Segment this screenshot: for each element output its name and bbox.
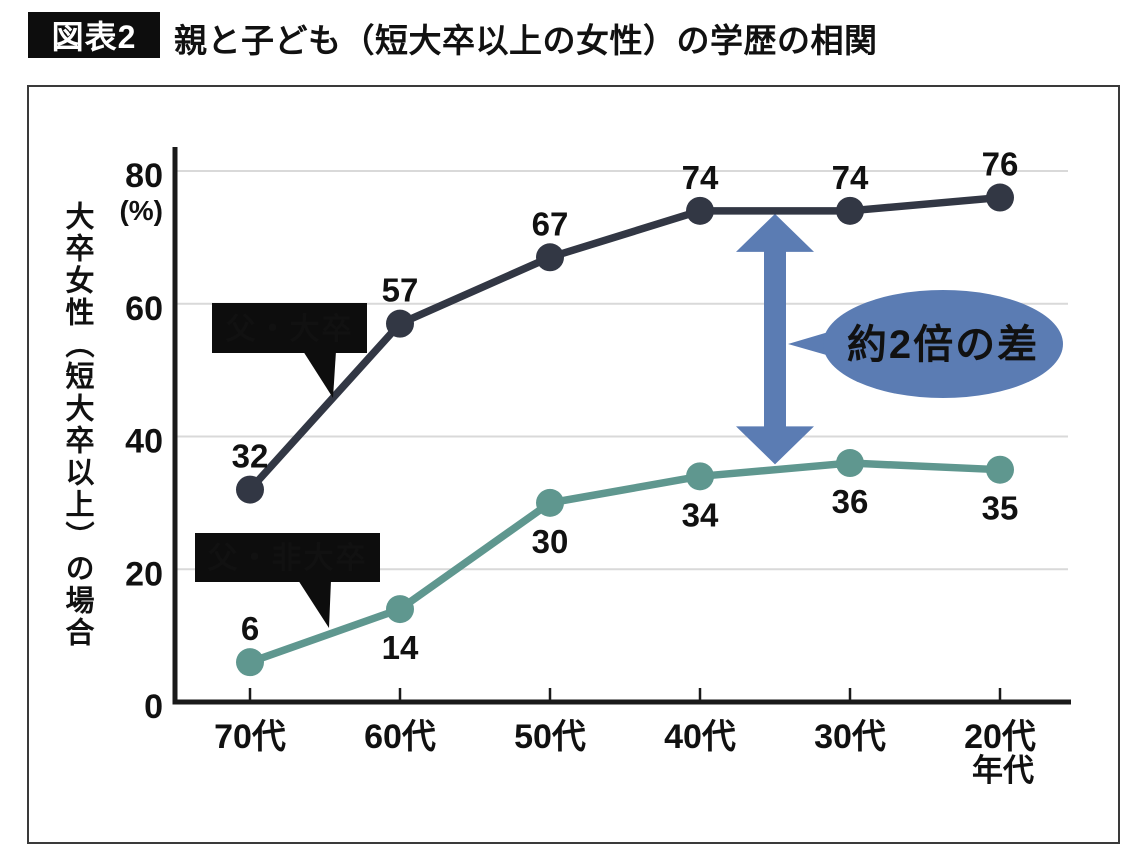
data-label: 57 <box>382 272 419 309</box>
data-point <box>686 462 714 491</box>
annotation-bubble-text: 約2倍の差 <box>847 323 1039 367</box>
y-tick-label: 40 <box>125 423 163 461</box>
data-label: 6 <box>241 610 259 647</box>
data-label: 36 <box>832 483 869 520</box>
data-point <box>986 455 1014 484</box>
data-point <box>236 475 264 504</box>
y-axis-title: 大卒女性（短大卒以上）の場合 <box>61 201 93 649</box>
x-axis-title: 年代 <box>972 753 1034 788</box>
series-callout-label: 父・大卒 <box>226 313 354 346</box>
x-tick-label: 70代 <box>214 718 286 756</box>
data-point <box>686 196 714 225</box>
x-tick-label: 50代 <box>514 718 586 756</box>
y-tick-label: 0 <box>144 688 163 726</box>
data-label: 74 <box>682 159 719 196</box>
data-point <box>986 183 1014 212</box>
data-point <box>536 243 564 272</box>
series-callout-tail <box>303 351 336 398</box>
data-point <box>236 648 264 677</box>
y-unit-label: (%) <box>119 195 163 226</box>
data-label: 76 <box>982 146 1019 183</box>
annotation-bubble <box>823 290 1063 398</box>
data-label: 32 <box>232 438 269 475</box>
data-label: 35 <box>982 490 1019 527</box>
series-line-1 <box>246 459 1004 666</box>
y-tick-label: 80 <box>125 157 163 195</box>
data-point <box>836 196 864 225</box>
series-callout-label: 父・非大卒 <box>208 542 368 575</box>
data-point <box>386 309 414 338</box>
y-tick-label: 60 <box>125 290 163 328</box>
data-label: 74 <box>832 159 869 196</box>
x-tick-label: 40代 <box>664 718 736 756</box>
data-point <box>386 595 414 624</box>
x-tick-label: 60代 <box>364 718 436 756</box>
data-label: 34 <box>682 496 719 533</box>
series-callout-box <box>212 303 367 353</box>
x-tick-label: 30代 <box>814 718 886 756</box>
series-callout-box <box>195 533 380 582</box>
x-tick-label: 20代 <box>964 718 1036 756</box>
gap-double-arrow <box>736 213 814 465</box>
chart-title: 親と子ども（短大卒以上の女性）の学歴の相関 <box>174 22 878 59</box>
data-point <box>536 488 564 517</box>
series-line-0 <box>246 193 1004 494</box>
data-point <box>836 449 864 478</box>
data-label: 67 <box>532 205 569 242</box>
figure-badge: 図表2 <box>28 12 160 58</box>
data-label: 14 <box>382 629 419 666</box>
series-callout-tail <box>298 580 331 628</box>
data-label: 30 <box>532 523 569 560</box>
y-tick-label: 20 <box>125 555 163 593</box>
